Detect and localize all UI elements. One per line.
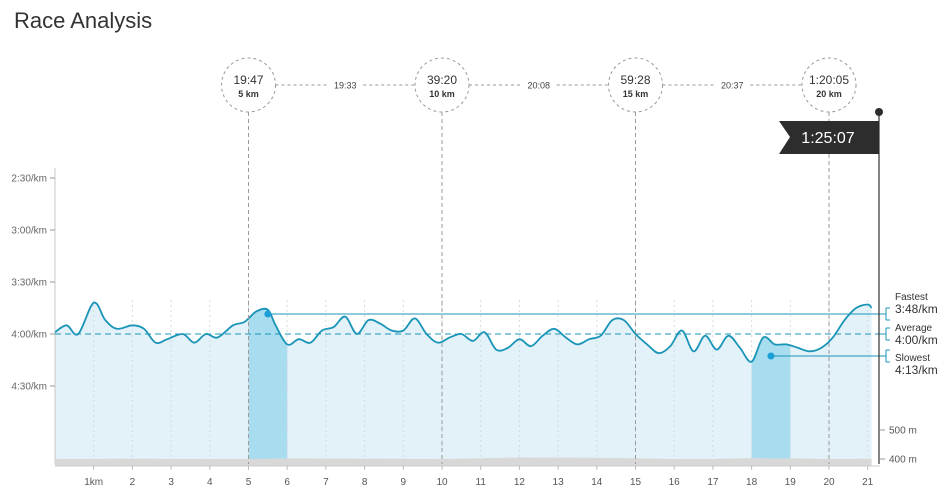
x-tick-label: 15 [630,477,642,488]
interval-time: 20:08 [527,81,550,91]
x-tick-label: 13 [553,477,565,488]
fastest-value: 3:48/km [895,302,938,316]
x-tick-label: 6 [284,477,290,488]
slowest-value: 4:13/km [895,363,938,377]
finish-pole-top [875,108,883,116]
page-title: Race Analysis [14,8,153,33]
x-tick-label: 3 [168,477,174,488]
stat-bracket [880,307,890,321]
x-axis: 1km 2 3 4 5 6 7 8 9 10 11 12 13 14 15 16 17 18 19 20 21 [84,466,874,488]
finish-time: 1:25:07 [801,130,854,147]
elevation-area [55,457,872,466]
x-tick-label: 21 [862,477,874,488]
split-time: 1:20:05 [809,73,849,87]
average-value: 4:00/km [895,333,938,347]
y-tick-label: 3:00/km [11,226,47,237]
elevation-tick-label: 500 m [889,426,917,437]
x-tick-label: 14 [591,477,603,488]
split-time: 19:47 [233,73,263,87]
split-distance: 20 km [816,89,842,99]
y-tick-label: 3:30/km [11,278,47,289]
y-tick-label: 2:30/km [11,174,47,185]
pace-line [54,301,873,363]
x-tick-label: 1km [84,477,103,488]
pace-area-fill [55,302,872,464]
highlight-band [751,302,791,464]
x-tick-label: 9 [401,477,407,488]
x-tick-label: 16 [669,477,681,488]
fastest-marker [264,310,272,318]
split-circle [801,57,857,113]
split-distance: 10 km [429,89,455,99]
average-label: Average [895,323,933,334]
split-markers: 19:47 5 km 39:20 10 km 59:28 15 km 1:20:05 20 k… [221,57,857,464]
x-tick-label: 10 [436,477,448,488]
slowest-marker [767,352,775,360]
x-tick-label: 11 [476,477,487,488]
x-tick-label: 7 [323,477,329,488]
x-tick-label: 17 [707,477,719,488]
y-tick-label: 4:00/km [11,330,47,341]
x-tick-label: 8 [362,477,368,488]
interval-time: 20:37 [721,81,744,91]
elevation-tick-label: 400 m [889,455,917,466]
split-distance: 15 km [623,89,649,99]
y-tick-label: 4:30/km [11,382,47,393]
fastest-label: Fastest [895,292,928,303]
x-tick-label: 2 [130,477,136,488]
pace-series [54,301,873,363]
plot-background [55,302,872,464]
finish-flag: 1:25:07 [779,108,883,464]
x-tick-label: 18 [746,477,758,488]
slowest-label: Slowest [895,353,930,364]
elevation-profile: 500 m 400 m [55,426,917,467]
finish-flag-shape [779,121,879,154]
x-tick-label: 5 [246,477,252,488]
stat-bracket [880,349,890,363]
x-tick-label: 4 [207,477,213,488]
x-tick-label: 12 [514,477,526,488]
split-distance: 5 km [238,89,259,99]
x-tick-label: 19 [785,477,797,488]
interval-time: 19:33 [334,81,357,91]
y-axis: 2:30/km 3:00/km 3:30/km 4:00/km 4:30/km [11,174,55,393]
split-time: 39:20 [427,73,457,87]
split-time: 59:28 [620,73,650,87]
x-tick-label: 20 [823,477,835,488]
stat-bracket [880,327,890,341]
